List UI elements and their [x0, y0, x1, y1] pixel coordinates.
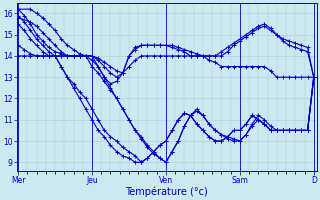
X-axis label: Température (°c): Température (°c)	[125, 187, 208, 197]
